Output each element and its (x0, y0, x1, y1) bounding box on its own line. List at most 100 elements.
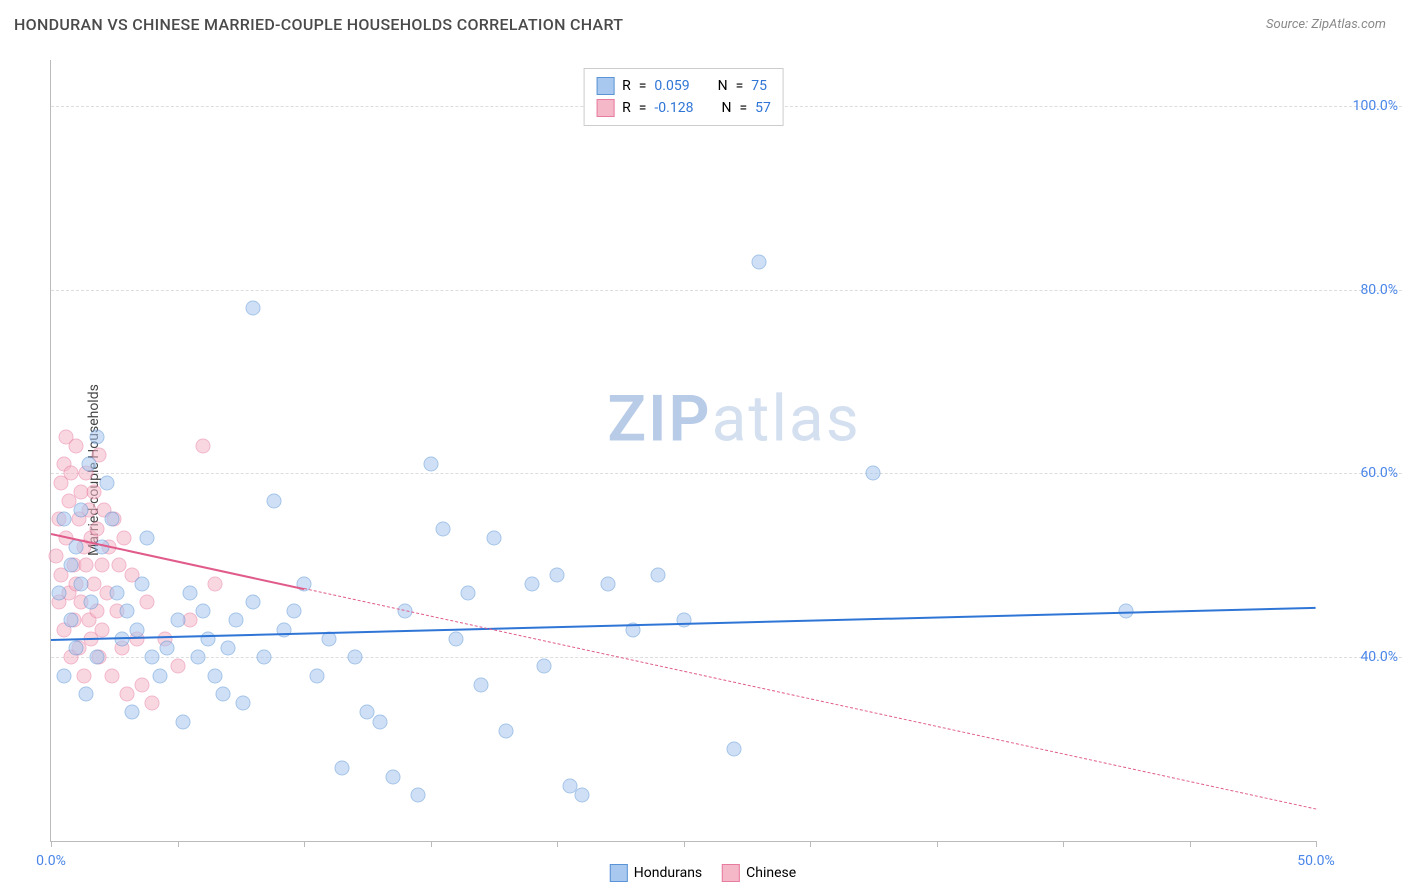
data-point-chinese (170, 659, 185, 674)
data-point-hondurans (309, 668, 324, 683)
data-point-chinese (104, 668, 119, 683)
data-point-hondurans (195, 604, 210, 619)
data-point-hondurans (160, 641, 175, 656)
data-point-chinese (145, 696, 160, 711)
chart-title: HONDURAN VS CHINESE MARRIED-COUPLE HOUSE… (14, 15, 623, 34)
data-point-hondurans (537, 659, 552, 674)
x-tick (304, 841, 305, 847)
data-point-hondurans (216, 687, 231, 702)
eq: = (639, 100, 647, 116)
data-point-hondurans (550, 567, 565, 582)
legend-row-hondurans: R = 0.059 N = 75 (596, 75, 771, 97)
data-point-chinese (195, 438, 210, 453)
gridline (51, 473, 1402, 474)
data-point-hondurans (51, 585, 66, 600)
data-point-hondurans (145, 650, 160, 665)
data-point-chinese (135, 677, 150, 692)
correlation-legend: R = 0.059 N = 75 R = -0.128 N = 57 (583, 68, 784, 126)
data-point-hondurans (124, 705, 139, 720)
data-point-hondurans (200, 631, 215, 646)
data-point-chinese (140, 595, 155, 610)
n-label: N (721, 100, 731, 116)
data-point-hondurans (89, 650, 104, 665)
legend-item-chinese: Chinese (722, 864, 796, 882)
x-tick (1190, 841, 1191, 847)
data-point-chinese (49, 549, 64, 564)
data-point-hondurans (334, 760, 349, 775)
data-point-hondurans (256, 650, 271, 665)
x-tick (1063, 841, 1064, 847)
x-tick-label: 0.0% (36, 853, 66, 869)
swatch-hondurans (596, 77, 614, 95)
legend-label-chinese: Chinese (746, 865, 796, 881)
plot-region: ZIPatlas R = 0.059 N = 75 R = -0.128 N = (50, 60, 1316, 842)
n-value-hondurans: 75 (751, 78, 767, 94)
watermark: ZIPatlas (607, 382, 860, 457)
n-value-chinese: 57 (755, 100, 771, 116)
data-point-hondurans (486, 530, 501, 545)
data-point-hondurans (385, 769, 400, 784)
data-point-hondurans (372, 714, 387, 729)
data-point-hondurans (286, 604, 301, 619)
r-label: R (622, 100, 631, 116)
data-point-hondurans (104, 512, 119, 527)
data-point-hondurans (109, 585, 124, 600)
legend-label-hondurans: Hondurans (634, 865, 702, 881)
data-point-hondurans (752, 255, 767, 270)
data-point-chinese (119, 687, 134, 702)
data-point-hondurans (246, 301, 261, 316)
data-point-hondurans (221, 641, 236, 656)
x-tick (178, 841, 179, 847)
data-point-hondurans (410, 788, 425, 803)
data-point-hondurans (575, 788, 590, 803)
data-point-hondurans (64, 613, 79, 628)
data-point-hondurans (676, 613, 691, 628)
data-point-chinese (76, 668, 91, 683)
chart-area: Married-couple Households ZIPatlas R = 0… (0, 48, 1406, 892)
x-tick (557, 841, 558, 847)
data-point-chinese (87, 484, 102, 499)
data-point-hondurans (190, 650, 205, 665)
data-point-hondurans (236, 696, 251, 711)
source-attribution: Source: ZipAtlas.com (1266, 17, 1386, 32)
data-point-hondurans (170, 613, 185, 628)
eq: = (639, 78, 647, 94)
eq: = (739, 100, 747, 116)
data-point-chinese (89, 521, 104, 536)
data-point-hondurans (64, 558, 79, 573)
data-point-hondurans (175, 714, 190, 729)
data-point-hondurans (347, 650, 362, 665)
swatch-chinese (722, 864, 740, 882)
data-point-hondurans (84, 595, 99, 610)
x-tick-label: 50.0% (1297, 853, 1335, 869)
data-point-hondurans (228, 613, 243, 628)
n-label: N (718, 78, 728, 94)
data-point-hondurans (266, 494, 281, 509)
r-value-hondurans: 0.059 (654, 78, 689, 94)
data-point-hondurans (499, 723, 514, 738)
swatch-hondurans (610, 864, 628, 882)
y-tick-label: 100.0% (1353, 98, 1398, 114)
data-point-chinese (64, 466, 79, 481)
data-point-hondurans (74, 576, 89, 591)
data-point-hondurans (651, 567, 666, 582)
data-point-hondurans (524, 576, 539, 591)
r-value-chinese: -0.128 (654, 100, 693, 116)
data-point-hondurans (183, 585, 198, 600)
data-point-hondurans (56, 668, 71, 683)
x-tick (810, 841, 811, 847)
data-point-hondurans (89, 429, 104, 444)
data-point-hondurans (140, 530, 155, 545)
data-point-hondurans (99, 475, 114, 490)
data-point-chinese (117, 530, 132, 545)
data-point-hondurans (79, 687, 94, 702)
data-point-chinese (94, 622, 109, 637)
swatch-chinese (596, 99, 614, 117)
data-point-hondurans (246, 595, 261, 610)
x-tick (1316, 841, 1317, 847)
data-point-chinese (208, 576, 223, 591)
data-point-hondurans (423, 457, 438, 472)
data-point-hondurans (81, 457, 96, 472)
series-legend: Hondurans Chinese (610, 864, 796, 882)
x-tick (431, 841, 432, 847)
